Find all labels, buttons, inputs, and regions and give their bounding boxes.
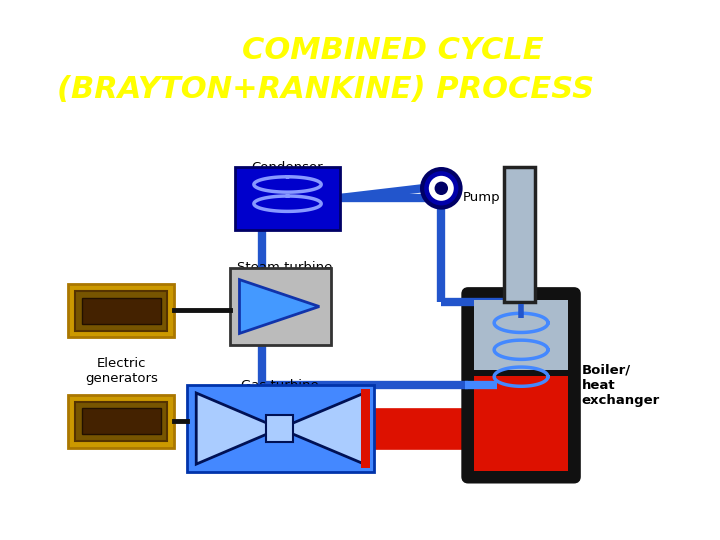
Text: Gas turbine: Gas turbine: [241, 379, 319, 392]
Text: COMBINED CYCLE: COMBINED CYCLE: [243, 36, 544, 65]
Bar: [75, 291, 168, 330]
Polygon shape: [240, 280, 319, 333]
Circle shape: [435, 181, 448, 195]
Circle shape: [429, 176, 454, 201]
Bar: [504, 167, 534, 302]
Bar: [68, 395, 174, 448]
Text: Steam turbine: Steam turbine: [237, 261, 333, 274]
Text: Pump: Pump: [462, 191, 500, 205]
Circle shape: [422, 169, 461, 207]
Bar: [82, 298, 161, 324]
Polygon shape: [197, 393, 280, 464]
Bar: [474, 300, 568, 370]
Bar: [230, 268, 330, 345]
Bar: [68, 285, 174, 338]
FancyBboxPatch shape: [464, 289, 579, 482]
Text: Electric
generators: Electric generators: [85, 357, 158, 385]
Bar: [474, 376, 568, 471]
Polygon shape: [280, 393, 364, 464]
Text: (BRAYTON+RANKINE) PROCESS: (BRAYTON+RANKINE) PROCESS: [58, 75, 595, 104]
Text: Boiler/
heat
exchanger: Boiler/ heat exchanger: [582, 364, 660, 407]
Bar: [82, 408, 161, 434]
Bar: [266, 415, 293, 442]
Bar: [235, 167, 341, 230]
Bar: [361, 389, 370, 468]
Bar: [186, 386, 374, 472]
Bar: [75, 402, 168, 441]
Text: Condensor: Condensor: [252, 161, 323, 174]
